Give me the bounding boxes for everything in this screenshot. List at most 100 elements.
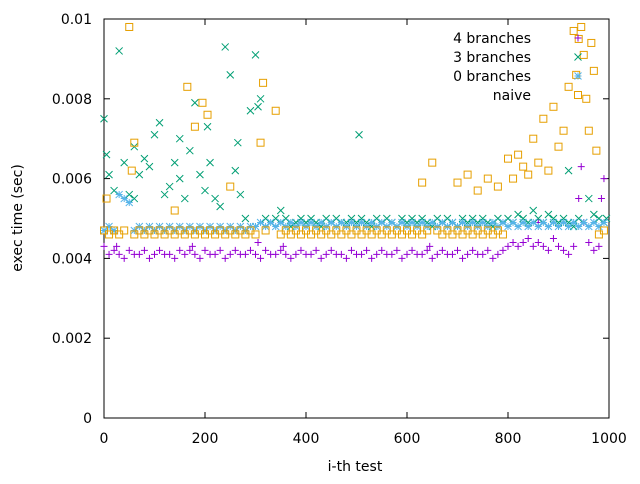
legend-marker [574, 34, 582, 42]
data-point [115, 190, 124, 199]
data-point [469, 246, 477, 254]
data-point [262, 246, 270, 254]
data-point [544, 246, 552, 254]
y-axis-label: exec time (sec) [10, 164, 26, 272]
data-point [560, 246, 568, 254]
data-point [201, 186, 209, 195]
data-point [155, 118, 164, 127]
data-point [519, 162, 528, 171]
data-point [312, 246, 320, 254]
data-point [286, 218, 295, 227]
data-point [368, 254, 376, 262]
data-point [584, 222, 593, 231]
data-point [327, 246, 335, 254]
data-point [120, 194, 129, 203]
data-point [337, 250, 345, 258]
data-point [589, 218, 598, 227]
data-point [388, 250, 396, 258]
data-point [426, 242, 434, 250]
data-point [493, 182, 502, 191]
data-point [504, 214, 512, 223]
data-point [549, 218, 558, 227]
data-point [256, 218, 265, 227]
data-point [277, 246, 285, 254]
y-tick-label: 0.006 [52, 172, 92, 188]
data-point [382, 214, 391, 223]
data-point [595, 242, 603, 250]
data-point [211, 194, 219, 203]
data-point [398, 218, 406, 227]
data-point [597, 195, 605, 203]
data-point [363, 246, 371, 254]
data-point [125, 198, 134, 207]
data-point [196, 170, 204, 179]
legend-label: 3 branches [453, 50, 531, 66]
data-point [428, 158, 437, 167]
data-point [135, 170, 144, 179]
data-point [529, 206, 538, 215]
data-point [418, 178, 427, 187]
data-point [113, 242, 121, 250]
data-point [433, 250, 441, 258]
data-point [342, 254, 350, 262]
data-point [494, 214, 502, 223]
y-tick-label: 0.008 [52, 92, 92, 108]
data-point [165, 182, 174, 191]
data-point [504, 242, 512, 250]
data-point [433, 214, 442, 223]
legend-label: naive [493, 88, 531, 104]
data-point [534, 214, 543, 223]
data-point [514, 150, 523, 159]
data-point [589, 66, 598, 75]
data-point [519, 218, 528, 227]
data-point [110, 186, 118, 195]
data-point [120, 158, 129, 167]
data-point [259, 78, 268, 87]
data-point [418, 218, 427, 227]
data-point [534, 222, 543, 231]
data-point [254, 238, 262, 246]
data-point [287, 254, 295, 262]
data-point [539, 114, 548, 123]
data-point [438, 218, 447, 227]
data-point [110, 226, 118, 235]
data-point [140, 246, 148, 254]
data-point [271, 106, 280, 115]
data-point [332, 214, 341, 223]
data-point [271, 214, 280, 223]
data-point [569, 218, 578, 227]
data-point [198, 98, 207, 107]
data-point [102, 194, 111, 203]
data-point [443, 214, 452, 223]
axes: 0 200 400 600 800 1000 0 0.002 0.004 0.006 0.008 0.… [52, 12, 627, 447]
data-point [554, 222, 563, 231]
data-point [105, 250, 113, 258]
x-tick-label: 200 [192, 431, 219, 447]
data-point [579, 218, 588, 227]
data-point [600, 218, 608, 227]
data-point [539, 242, 547, 250]
data-point [448, 218, 457, 227]
data-point [145, 162, 154, 171]
data-point [170, 206, 179, 215]
data-point [160, 190, 169, 199]
data-point [150, 130, 159, 139]
data-point [519, 238, 527, 246]
data-point [156, 246, 164, 254]
data-point [539, 218, 548, 227]
data-point [125, 22, 134, 31]
data-point [257, 254, 265, 262]
data-point [115, 47, 124, 55]
data-point [367, 218, 376, 227]
data-point [529, 134, 538, 143]
data-point [327, 218, 336, 227]
data-point [564, 166, 573, 175]
data-point [347, 246, 355, 254]
data-point [589, 210, 598, 219]
x-tick-label: 1000 [591, 431, 627, 447]
legend-marker [574, 53, 582, 61]
data-point [216, 202, 225, 211]
data-point [256, 138, 265, 147]
data-point [236, 190, 245, 199]
data-point [398, 254, 406, 262]
